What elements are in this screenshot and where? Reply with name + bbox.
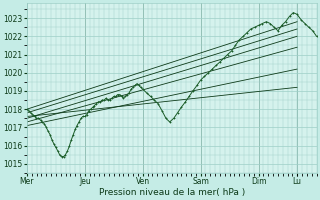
X-axis label: Pression niveau de la mer( hPa ): Pression niveau de la mer( hPa ) xyxy=(99,188,245,197)
